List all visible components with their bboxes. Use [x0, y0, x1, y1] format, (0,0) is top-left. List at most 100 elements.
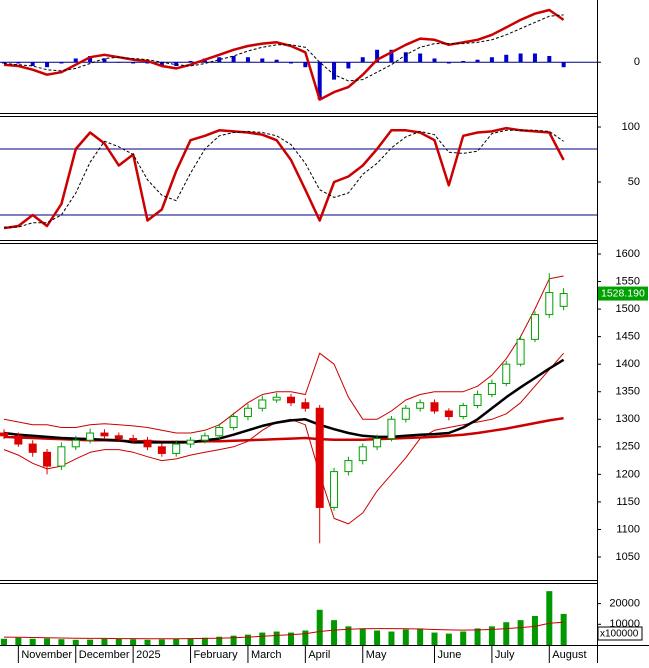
bar [517, 620, 524, 645]
bar [1, 638, 7, 645]
bar [475, 59, 480, 63]
unit-box [597, 626, 643, 641]
y-tick-label: 0 [634, 56, 640, 68]
y-tick-label: 1100 [616, 523, 640, 535]
bar [2, 62, 6, 64]
bar [561, 62, 566, 68]
bar [87, 639, 94, 645]
bar [29, 638, 36, 645]
candle-body [258, 399, 267, 409]
candle-body [229, 416, 238, 429]
candle-body [315, 407, 324, 508]
bar [317, 62, 322, 100]
bar [289, 62, 293, 64]
bar [131, 62, 136, 64]
bar [217, 57, 222, 63]
bar [488, 626, 495, 645]
bar [461, 60, 466, 63]
bar [316, 609, 323, 645]
bar [460, 631, 467, 645]
bar [431, 632, 438, 645]
bar [260, 58, 265, 63]
bar [546, 591, 553, 645]
bar [45, 62, 50, 68]
bar [130, 639, 137, 645]
bar [216, 636, 223, 645]
candle-body [86, 432, 95, 441]
bar [273, 631, 280, 645]
bar [201, 637, 208, 645]
candle-body [473, 393, 482, 406]
x-tick-label: 2025 [136, 649, 160, 661]
bar [360, 57, 365, 63]
x-tick-label: July [495, 649, 515, 661]
bar [359, 628, 366, 645]
bar [231, 56, 236, 63]
indicator-line [3, 621, 564, 640]
bar [560, 613, 567, 645]
bar [446, 62, 451, 64]
y-tick-label: 20000 [609, 597, 640, 609]
candle-body [287, 396, 295, 404]
candle-body [373, 438, 382, 448]
bar [174, 62, 179, 66]
candle-body [143, 439, 152, 448]
indicator-line [3, 275, 564, 434]
candle-body [272, 396, 281, 401]
bar [116, 62, 121, 63]
bar [88, 56, 93, 63]
candle-body [157, 446, 166, 454]
y-tick-label: 1300 [616, 413, 640, 425]
bar [417, 628, 424, 645]
candle-body [301, 402, 310, 409]
y-tick-label: 50 [628, 176, 640, 188]
candle-body [502, 363, 511, 384]
bar [30, 62, 35, 66]
y-tick-label: 1600 [616, 248, 640, 260]
y-tick-label: 1150 [616, 496, 640, 508]
candle-body [14, 435, 23, 445]
indicator-line [4, 129, 564, 228]
candle-body [71, 439, 80, 448]
indicator-line [3, 8, 565, 101]
candle-body [243, 407, 252, 418]
candle-body [330, 471, 339, 508]
candle-body [0, 432, 8, 437]
bar [158, 639, 165, 645]
bar [332, 62, 337, 80]
bar [532, 53, 537, 63]
bar [331, 620, 338, 645]
indicator-line [3, 14, 564, 82]
last-price-label: 1528.190 [601, 287, 645, 299]
bar [73, 58, 78, 63]
candle-body [358, 446, 367, 462]
x-tick-label: April [308, 649, 330, 661]
bar [159, 62, 164, 66]
candle-body [516, 338, 525, 365]
bar [44, 638, 51, 645]
bar [474, 628, 481, 645]
bar [403, 52, 408, 63]
bar [346, 62, 351, 69]
indicator-line [3, 126, 565, 230]
y-tick-label: 100 [622, 121, 640, 133]
x-tick-label: November [21, 649, 72, 661]
candle-body [401, 407, 410, 420]
bar [445, 633, 452, 645]
y-tick-label: 1250 [616, 441, 640, 453]
candle-body [416, 402, 425, 409]
y-tick-label: 1500 [616, 303, 640, 315]
bar [15, 637, 22, 645]
bar [72, 639, 79, 645]
bar [503, 622, 510, 645]
candle-body [430, 402, 439, 412]
y-tick-label: 1550 [616, 275, 640, 287]
candle-body [172, 443, 181, 454]
candle-body [530, 314, 539, 340]
bar [187, 638, 194, 645]
candle-body [387, 418, 396, 440]
bar [188, 60, 193, 63]
bar [518, 53, 523, 63]
